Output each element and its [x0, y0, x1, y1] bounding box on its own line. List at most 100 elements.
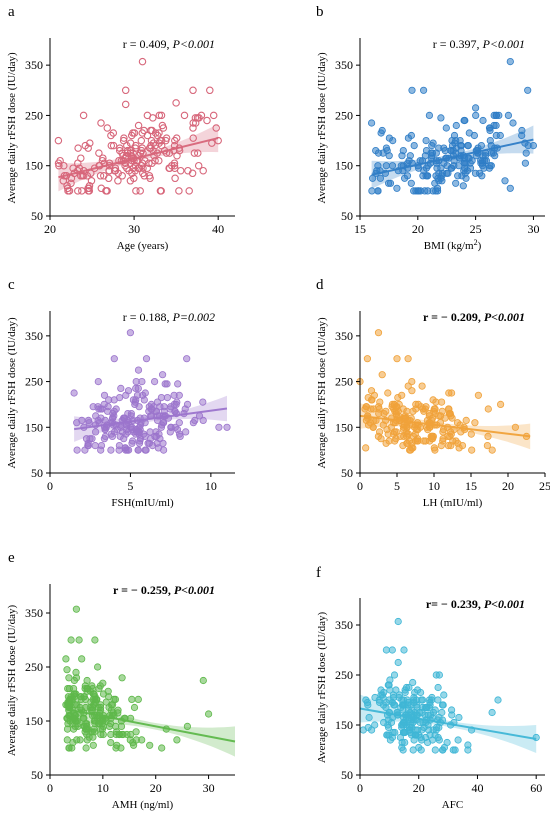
data-point	[110, 428, 119, 436]
data-point	[398, 721, 406, 729]
data-point	[157, 187, 165, 195]
y-axis-label: Average daily rFSH dose (IU/day)	[316, 52, 328, 204]
data-point	[434, 696, 442, 704]
data-point	[390, 671, 399, 679]
regression-line	[359, 414, 531, 438]
data-point	[374, 187, 382, 195]
data-point	[107, 738, 115, 747]
data-point	[110, 355, 118, 363]
data-point	[428, 432, 436, 440]
data-point	[382, 162, 390, 170]
data-point	[445, 389, 453, 397]
data-point	[75, 636, 83, 644]
data-point	[215, 423, 223, 431]
data-point	[63, 725, 72, 733]
data-point	[191, 114, 200, 122]
data-point	[73, 736, 81, 744]
data-point	[462, 416, 470, 424]
data-point	[486, 124, 494, 132]
x-tick-label: 30	[527, 222, 539, 236]
data-points	[367, 57, 538, 195]
data-point	[74, 144, 82, 152]
data-point	[126, 139, 135, 147]
data-point	[212, 124, 220, 132]
regression-line	[58, 137, 219, 179]
data-point	[432, 726, 440, 734]
data-point	[385, 152, 393, 160]
data-point	[129, 437, 137, 445]
data-point	[174, 380, 182, 388]
data-point	[124, 409, 132, 418]
x-axis-label: BMI (kg/m2)	[424, 238, 482, 253]
data-point	[411, 688, 419, 697]
x-axis-label: LH (mIU/ml)	[423, 497, 483, 509]
data-point	[410, 187, 418, 195]
data-point	[158, 744, 166, 752]
data-point	[145, 407, 153, 415]
data-point	[139, 164, 147, 172]
data-point	[466, 159, 474, 167]
data-point	[67, 636, 75, 644]
data-point	[157, 111, 166, 120]
data-point	[374, 329, 383, 337]
x-tick-label: 0	[357, 781, 363, 795]
data-point	[143, 111, 152, 120]
data-point	[151, 141, 160, 150]
data-point	[470, 131, 478, 140]
data-point	[83, 684, 91, 693]
data-point	[494, 696, 502, 704]
data-point	[153, 131, 162, 140]
data-point	[63, 736, 71, 744]
data-point	[433, 184, 442, 192]
data-point	[506, 57, 514, 66]
data-point	[55, 161, 63, 170]
data-point	[116, 393, 124, 402]
data-point	[483, 441, 491, 450]
data-point	[376, 174, 384, 182]
x-tick-label: 30	[203, 781, 215, 795]
data-point	[73, 419, 81, 427]
data-point	[464, 741, 472, 749]
x-axis-label: AFC	[442, 799, 463, 811]
data-point	[67, 179, 75, 188]
data-point	[453, 419, 462, 427]
data-point	[425, 111, 433, 120]
data-point	[146, 741, 154, 749]
data-point	[87, 177, 96, 185]
data-point	[197, 111, 206, 120]
data-point	[393, 184, 401, 192]
data-point	[153, 439, 161, 447]
data-point	[167, 403, 175, 411]
data-point	[94, 403, 102, 411]
data-point	[126, 177, 135, 185]
data-point	[105, 166, 113, 175]
data-point	[99, 154, 107, 162]
data-point	[138, 57, 147, 66]
x-tick-label: 20	[413, 781, 425, 795]
data-point	[438, 708, 446, 717]
y-tick-label: 50	[341, 209, 353, 223]
data-point	[434, 683, 442, 692]
x-tick-label: 15	[465, 479, 477, 493]
data-point	[375, 698, 384, 707]
data-point	[118, 172, 126, 180]
data-point	[448, 711, 456, 719]
data-point	[382, 439, 390, 447]
data-point	[182, 428, 190, 436]
data-point	[120, 134, 128, 142]
data-point	[79, 111, 88, 120]
data-point	[126, 736, 134, 744]
data-point	[425, 703, 433, 712]
data-point	[151, 432, 159, 440]
y-tick-label: 50	[31, 768, 43, 782]
data-point	[85, 733, 93, 741]
correlation-annotation: r = 0.188, P=0.002	[123, 310, 215, 324]
data-point	[518, 126, 526, 135]
data-point	[363, 355, 371, 363]
data-point	[388, 646, 396, 654]
correlation-annotation: r= − 0.239, P<0.001	[426, 597, 525, 611]
x-tick-label: 10	[428, 479, 440, 493]
data-point	[131, 144, 140, 152]
data-point	[406, 446, 415, 454]
